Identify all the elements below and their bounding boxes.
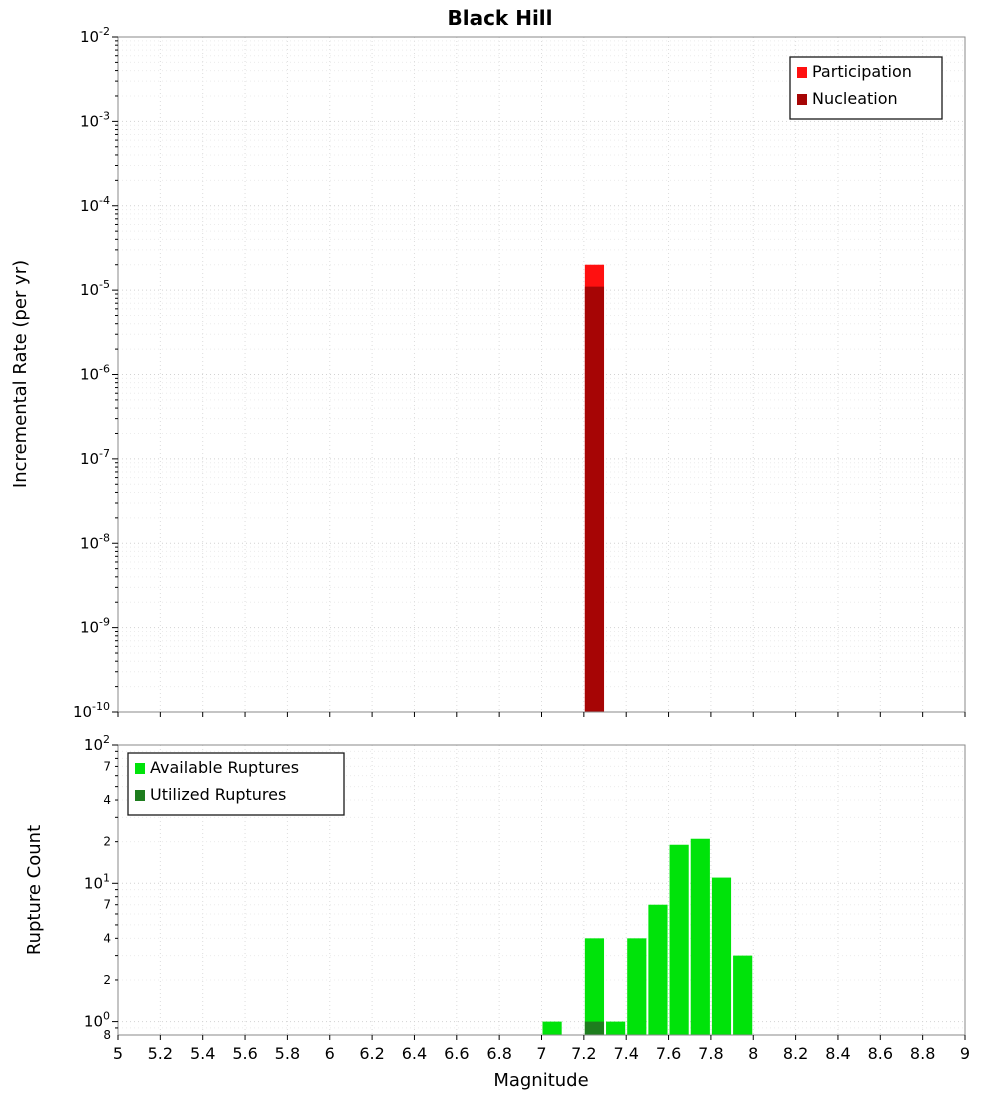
bar xyxy=(606,1021,626,1035)
y-tick-label: 10-7 xyxy=(80,447,110,468)
y-axis-label-top: Incremental Rate (per yr) xyxy=(10,260,31,488)
bar xyxy=(690,838,710,1035)
legend-swatch xyxy=(135,763,145,774)
y-tick-label: 10-8 xyxy=(80,531,110,552)
bar xyxy=(711,877,732,1035)
x-tick-label: 7.8 xyxy=(698,1044,723,1063)
x-tick-label: 5.4 xyxy=(190,1044,215,1063)
x-tick-label: 8.2 xyxy=(783,1044,808,1063)
legend-box xyxy=(127,752,345,816)
y-tick-label: 10-4 xyxy=(80,194,110,215)
y-minor-tick-label: 7 xyxy=(103,759,111,773)
y-minor-tick-label: 2 xyxy=(103,973,111,987)
x-tick-label: 7 xyxy=(536,1044,546,1063)
y-tick-label: 10-3 xyxy=(80,109,110,130)
legend: Participation Nucleation xyxy=(789,56,943,120)
bar xyxy=(648,904,668,1035)
x-tick-label: 5 xyxy=(113,1044,123,1063)
gridlines xyxy=(118,37,965,712)
x-tick-label: 6.4 xyxy=(402,1044,427,1063)
x-tick-label: 6.8 xyxy=(486,1044,511,1063)
x-tick-label: 9 xyxy=(960,1044,970,1063)
x-tick-label: 6.6 xyxy=(444,1044,469,1063)
y-tick-label: 10-2 xyxy=(80,25,110,46)
x-tick-label: 7.6 xyxy=(656,1044,681,1063)
legend-swatch xyxy=(797,67,807,78)
axis-ticks xyxy=(112,36,966,717)
y-tick-label: 101 xyxy=(84,871,110,892)
series-utilized-ruptures xyxy=(584,1021,605,1035)
x-tick-label: 6.2 xyxy=(359,1044,384,1063)
y-tick-label: 10-9 xyxy=(80,616,110,637)
bar xyxy=(584,938,605,1035)
series-available-ruptures xyxy=(542,838,753,1035)
y-minor-tick-label: 2 xyxy=(103,835,111,849)
legend-swatch xyxy=(797,94,807,105)
y-minor-tick-label: 4 xyxy=(103,793,111,807)
legend-label: Participation xyxy=(812,62,912,81)
legend-label: Utilized Ruptures xyxy=(150,785,286,804)
legend-swatch xyxy=(135,790,145,801)
y-minor-tick-label: 8 xyxy=(103,1028,111,1042)
bar xyxy=(542,1021,562,1035)
x-tick-label: 6 xyxy=(325,1044,335,1063)
x-tick-label: 5.8 xyxy=(275,1044,300,1063)
legend-box xyxy=(789,56,943,120)
x-tick-label: 8.4 xyxy=(825,1044,850,1063)
bar xyxy=(669,844,689,1035)
x-tick-label: 8.6 xyxy=(868,1044,893,1063)
plot-background xyxy=(118,37,965,712)
y-tick-label: 10-10 xyxy=(73,700,110,721)
y-minor-tick-label: 4 xyxy=(103,931,111,945)
x-tick-label: 5.6 xyxy=(232,1044,257,1063)
plots-layer: 10-2 10-3 10-4 10-5 10-6 10-7 10-8 10-9 10-10 Par… xyxy=(73,25,970,1063)
legend-label: Nucleation xyxy=(812,89,898,108)
plot-incremental-rate: 10-2 10-3 10-4 10-5 10-6 10-7 10-8 10-9 10-10 Par… xyxy=(73,25,966,721)
y-minor-tick-label: 7 xyxy=(103,898,111,912)
x-tick-label: 7.4 xyxy=(613,1044,638,1063)
x-tick-label: 5.2 xyxy=(148,1044,173,1063)
legend: Available Ruptures Utilized Ruptures xyxy=(127,752,345,816)
figure-title: Black Hill xyxy=(447,6,552,30)
bar xyxy=(733,955,753,1035)
x-tick-label: 7.2 xyxy=(571,1044,596,1063)
bar xyxy=(584,286,605,712)
axis-ticks xyxy=(112,744,966,1040)
y-axis-label-bottom: Rupture Count xyxy=(24,825,45,955)
series-nucleation xyxy=(584,286,605,712)
y-tick-label: 10-6 xyxy=(80,363,110,384)
x-tick-label: 8.8 xyxy=(910,1044,935,1063)
x-axis-label: Magnitude xyxy=(493,1070,588,1091)
legend-label: Available Ruptures xyxy=(150,758,299,777)
y-tick-label: 102 xyxy=(84,733,110,754)
x-tick-label: 8 xyxy=(748,1044,758,1063)
bar xyxy=(627,938,647,1035)
y-tick-label: 10-5 xyxy=(80,278,110,299)
bar xyxy=(584,1021,605,1035)
